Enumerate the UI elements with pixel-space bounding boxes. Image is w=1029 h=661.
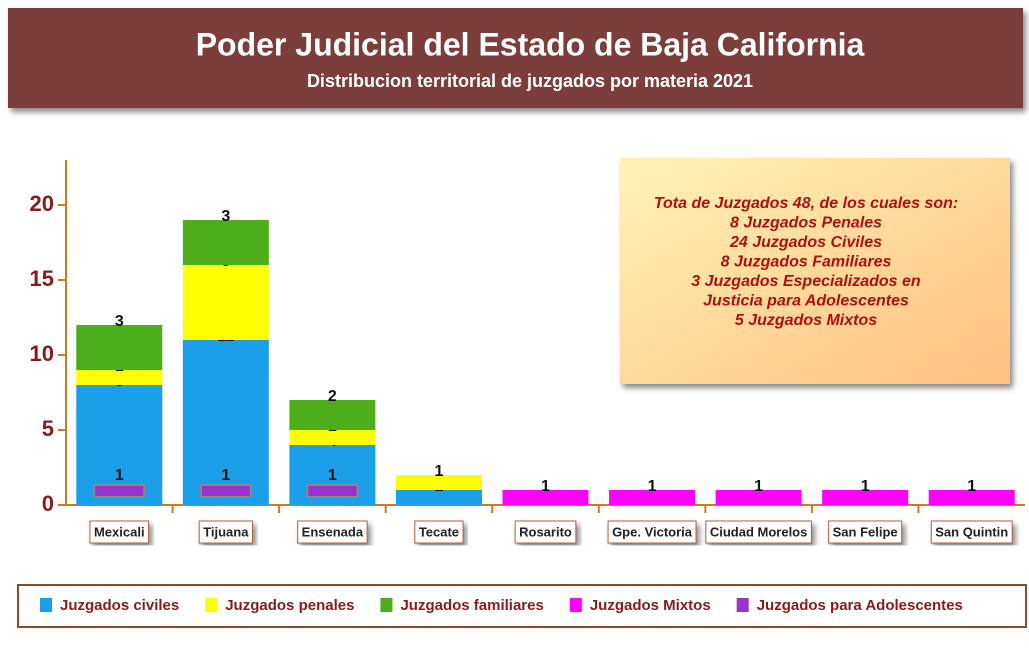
bar xyxy=(182,340,269,505)
value-label: 3 xyxy=(115,313,124,330)
x-tick-label: Mexicali xyxy=(94,524,145,539)
bar xyxy=(182,265,269,340)
x-tick-label: Ciudad Morelos xyxy=(710,524,808,539)
x-tick-label: Ensenada xyxy=(302,524,364,539)
chart-subtitle: Distribucion territorial de juzgados por… xyxy=(307,71,753,91)
category-box xyxy=(828,520,903,544)
annotation-line: 8 Juzgados Penales xyxy=(730,215,882,232)
bar xyxy=(395,475,482,490)
bar-overlay xyxy=(306,484,359,498)
category-box xyxy=(514,520,577,544)
bar xyxy=(289,430,376,445)
annotation-line: 8 Juzgados Familiares xyxy=(721,254,892,271)
bar-overlay xyxy=(199,484,252,498)
x-tick-label: Tijuana xyxy=(203,524,249,539)
legend-swatch xyxy=(205,598,218,612)
value-label: 1 xyxy=(328,467,337,484)
category-box xyxy=(297,520,368,544)
legend-box xyxy=(17,584,1027,628)
annotation-line: 3 Juzgados Especializados en xyxy=(691,273,921,290)
bar xyxy=(182,220,269,265)
value-label: 1 xyxy=(754,478,763,495)
chart-title: Poder Judicial del Estado de Baja Califo… xyxy=(196,26,865,62)
category-box xyxy=(414,520,464,544)
annotation-line: 24 Juzgados Civiles xyxy=(729,234,882,251)
category-box xyxy=(607,520,697,544)
y-tick-label: 5 xyxy=(42,416,54,441)
value-label: 1 xyxy=(221,467,230,484)
x-tick-label: San Quintin xyxy=(935,524,1008,539)
legend-label: Juzgados Mixtos xyxy=(590,597,711,614)
annotation-line: 5 Juzgados Mixtos xyxy=(735,312,877,329)
value-label: 3 xyxy=(221,208,230,225)
value-label: 1 xyxy=(115,467,124,484)
y-tick-label: 20 xyxy=(30,191,54,216)
bar xyxy=(715,490,802,505)
value-label: 1 xyxy=(861,478,870,495)
annotation-line: Justicia para Adolescentes xyxy=(703,293,909,310)
y-tick-label: 15 xyxy=(30,266,54,291)
value-label: 1 xyxy=(648,478,657,495)
bar xyxy=(289,400,376,430)
x-tick-label: Tecate xyxy=(419,524,459,539)
category-box xyxy=(89,520,150,544)
y-tick-label: 0 xyxy=(42,491,54,516)
category-box xyxy=(930,520,1013,544)
legend-label: Juzgados familiares xyxy=(400,597,543,614)
bar xyxy=(502,490,589,505)
value-label: 1 xyxy=(541,478,550,495)
legend-swatch xyxy=(736,598,749,612)
value-label: 1 xyxy=(967,478,976,495)
bar-overlay xyxy=(93,484,146,498)
x-tick-label: Gpe. Victoria xyxy=(612,524,693,539)
legend-label: Juzgados para Adolescentes xyxy=(757,597,963,614)
annotation-box xyxy=(620,158,1010,384)
x-tick-label: Rosarito xyxy=(519,524,572,539)
value-label: 1 xyxy=(434,463,443,480)
legend-label: Juzgados penales xyxy=(225,597,354,614)
value-label: 2 xyxy=(328,388,337,405)
legend-swatch xyxy=(380,598,393,612)
x-tick-label: San Felipe xyxy=(833,524,898,539)
category-box xyxy=(198,520,253,544)
legend-swatch xyxy=(569,598,582,612)
bar xyxy=(609,490,696,505)
legend-label: Juzgados civiles xyxy=(60,597,179,614)
bar xyxy=(928,490,1015,505)
header-band xyxy=(8,8,1023,108)
category-box xyxy=(705,520,812,544)
bar xyxy=(822,490,909,505)
legend-swatch xyxy=(40,598,52,612)
annotation-line: Tota de Juzgados 48, de los cuales son: xyxy=(654,195,958,212)
y-tick-label: 10 xyxy=(30,341,54,366)
bar xyxy=(395,490,482,505)
bar xyxy=(76,370,163,385)
bar xyxy=(76,325,163,370)
